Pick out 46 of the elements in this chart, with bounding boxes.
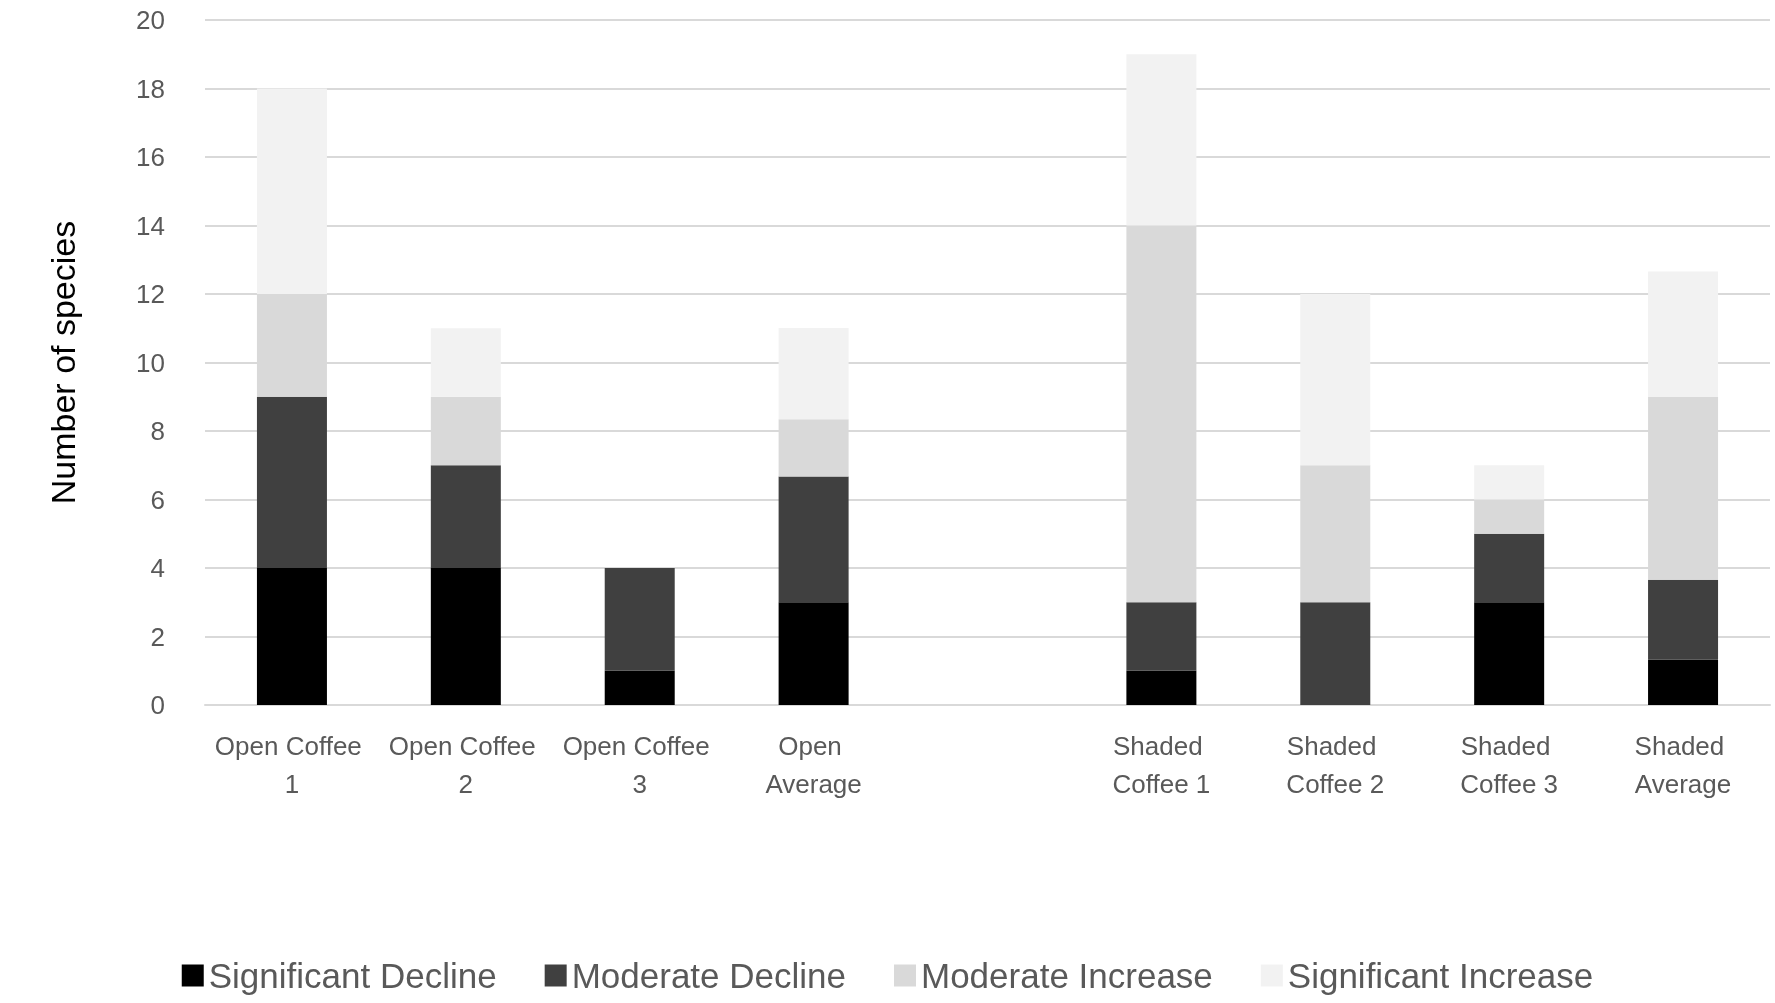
bar [1474, 602, 1545, 705]
x-tick-label: Shaded Coffee 1 [1112, 731, 1211, 799]
legend-label: Moderate Increase [920, 956, 1213, 995]
y-tick-label: 2 [150, 621, 165, 652]
y-tick-label: 14 [136, 210, 165, 241]
bar [1474, 465, 1545, 500]
bar [256, 396, 327, 568]
y-tick-label: 18 [136, 73, 165, 104]
bar [256, 568, 327, 705]
y-tick-label: 16 [136, 142, 165, 172]
bar [256, 88, 327, 294]
y-axis-title: Number of species [44, 220, 82, 505]
bar [1648, 579, 1719, 660]
legend-label: Significant Decline [208, 956, 497, 995]
bar [1126, 670, 1197, 705]
bar [430, 568, 501, 705]
x-tick-label: Shaded Coffee 2 [1286, 731, 1385, 799]
bar [1300, 294, 1371, 466]
y-tick-label: 6 [150, 484, 165, 515]
bar [604, 670, 675, 705]
y-tick-label: 4 [150, 553, 165, 583]
y-tick-label: 10 [136, 347, 165, 378]
x-tick-label: Open Average [765, 731, 862, 799]
bar [604, 568, 675, 671]
x-tick-label: Shaded Coffee 3 [1460, 731, 1559, 799]
y-tick-label: 0 [150, 690, 165, 720]
bar [1648, 271, 1719, 398]
y-tick-label: 12 [136, 279, 165, 309]
bar [430, 328, 501, 397]
bar [1474, 533, 1545, 603]
bar [1126, 54, 1197, 226]
y-tick-label: 20 [136, 5, 165, 35]
bar [1648, 659, 1719, 705]
bar [778, 476, 849, 603]
x-tick-label: Open Coffee 2 [388, 731, 543, 799]
legend-label: Significant Increase [1287, 956, 1594, 995]
bar [778, 602, 849, 705]
x-tick-label: Shaded Average [1634, 731, 1732, 799]
x-tick-label: Open Coffee 3 [562, 731, 717, 799]
legend-label: Moderate Decline [571, 956, 846, 995]
y-tick-label: 8 [150, 416, 165, 446]
bar [430, 465, 501, 568]
bar [1126, 602, 1197, 671]
x-tick-label: Open Coffee 1 [214, 731, 370, 799]
bar [778, 327, 849, 420]
bar [1300, 602, 1371, 705]
